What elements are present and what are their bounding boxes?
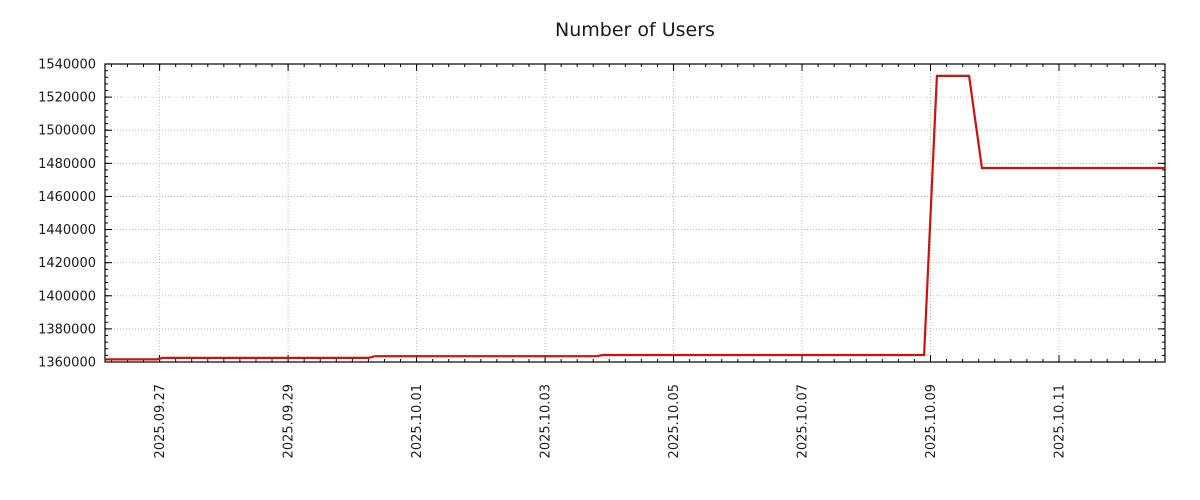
plot-border (104, 63, 1166, 363)
y-axis-tick-label: 1400000 (38, 289, 96, 304)
chart-title: Number of Users (555, 19, 715, 41)
x-axis-tick-label: 2025.10.03 (539, 384, 554, 458)
y-axis-tick-label: 1420000 (38, 256, 96, 271)
x-axis-tick-label: 2025.10.01 (410, 384, 425, 458)
plot-area: 1360000 1380000 1400000 1420000 1440000 14600… (38, 58, 1166, 458)
y-axis-tick-label: 1440000 (38, 223, 96, 238)
y-axis-tick-label: 1480000 (38, 157, 96, 172)
y-axis-tick-label: 1380000 (38, 322, 96, 337)
y-axis-tick-label: 1540000 (38, 58, 96, 73)
x-axis-tick-label: 2025.10.07 (796, 384, 811, 458)
x-axis-tick-label: 2025.09.27 (153, 384, 168, 458)
x-axis-tick-label: 2025.10.09 (924, 384, 939, 458)
y-axis-tick-label: 1460000 (38, 190, 96, 205)
y-axis-tick-label: 1520000 (38, 91, 96, 106)
x-axis-tick-label: 2025.10.05 (667, 384, 682, 458)
series-line-users (105, 74, 1165, 361)
y-axis-tick-label: 1500000 (38, 124, 96, 139)
x-axis-tick-label: 2025.09.29 (282, 384, 297, 458)
x-axis-tick-label: 2025.10.11 (1053, 384, 1068, 458)
y-axis-tick-label: 1360000 (38, 356, 96, 371)
